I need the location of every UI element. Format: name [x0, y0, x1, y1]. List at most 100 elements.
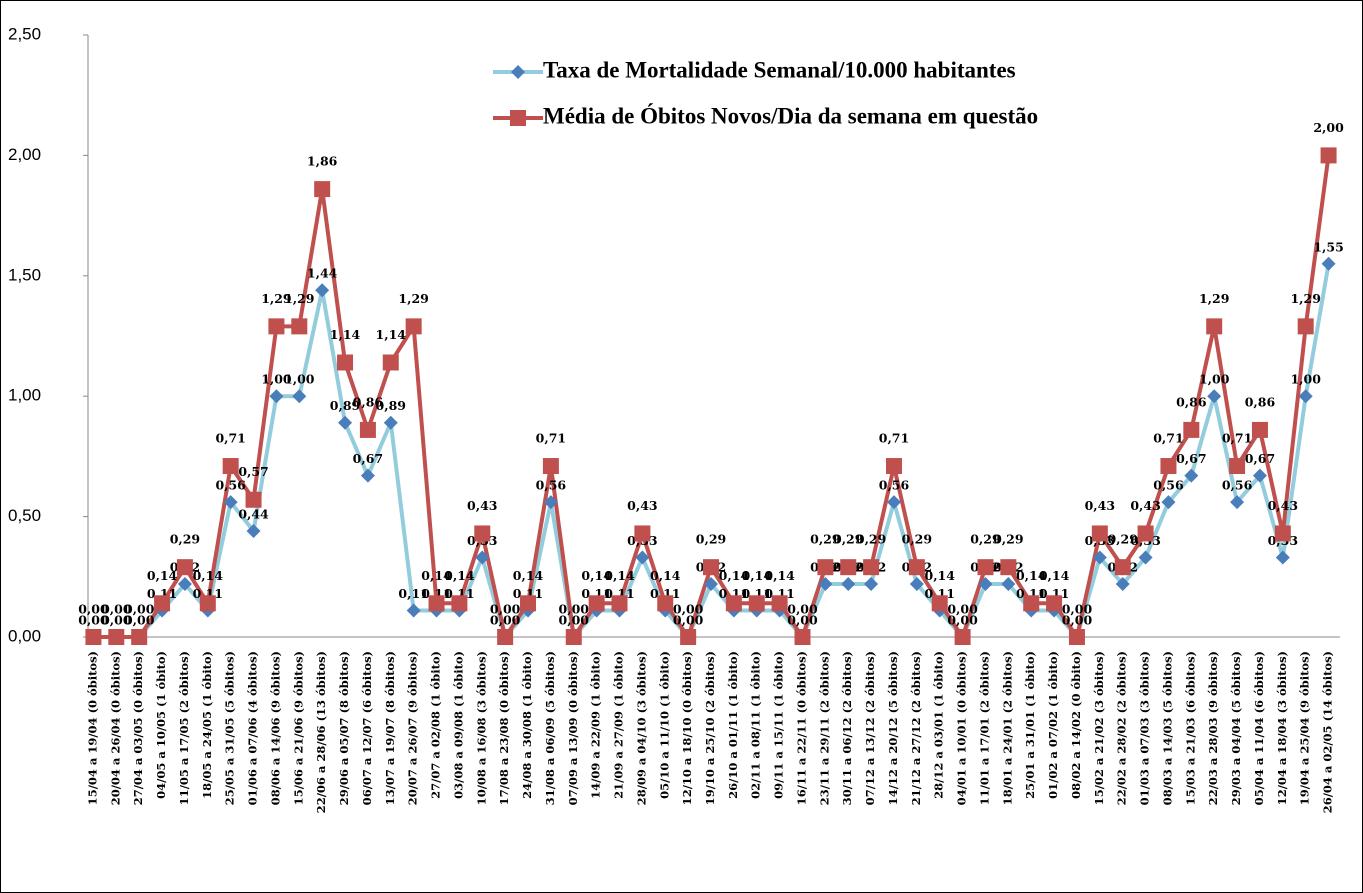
data-label: 0,29	[1107, 532, 1137, 547]
marker	[1137, 525, 1154, 542]
x-tick-label: 07/12 a 13/12 (2 óbitos)	[863, 651, 877, 805]
marker	[703, 559, 719, 576]
marker	[1092, 550, 1107, 565]
marker	[725, 595, 742, 612]
data-label: 0,00	[78, 613, 109, 628]
data-label: 0,43	[1268, 498, 1298, 513]
marker	[1206, 318, 1223, 335]
x-tick-label: 17/08 a 23/08 (0 óbitos)	[497, 651, 511, 805]
marker	[383, 415, 398, 430]
y-tick-label: 2,50	[8, 24, 41, 43]
marker	[1184, 468, 1199, 483]
marker	[817, 559, 834, 576]
x-tick-label: 05/10 a 11/10 (1 óbito)	[657, 651, 671, 799]
data-label: 0,14	[147, 568, 178, 583]
data-label: 0,00	[124, 613, 155, 628]
x-tick-label: 16/11 a 22/11 (0 óbitos)	[794, 651, 808, 805]
marker	[1229, 458, 1246, 475]
marker	[771, 595, 788, 612]
x-tick-label: 12/04 a 18/04 (3 óbitos)	[1275, 651, 1289, 805]
data-label: 0,11	[398, 586, 428, 601]
marker	[588, 595, 605, 612]
x-tick-label: 26/04 a 02/05 (14 óbitos)	[1321, 651, 1335, 813]
x-tick-label: 01/03 a 07/03 (3 óbitos)	[1138, 651, 1152, 805]
data-label: 0,00	[101, 602, 132, 617]
marker	[863, 559, 880, 576]
data-label: 0,29	[902, 532, 932, 547]
data-label: 0,14	[604, 568, 635, 583]
data-label: 1,14	[376, 327, 407, 342]
marker	[246, 524, 261, 539]
x-tick-label: 20/07 a 26/07 (9 óbitos)	[406, 651, 420, 805]
x-tick-label: 21/09 a 27/09 (1 óbito)	[612, 651, 626, 799]
data-label: 0,00	[101, 613, 132, 628]
x-tick-label: 08/06 a 14/06 (9 óbitos)	[268, 651, 282, 805]
x-tick-label: 30/11 a 06/12 (2 óbitos)	[840, 651, 854, 805]
data-label: 0,56	[1222, 478, 1253, 493]
marker	[909, 577, 924, 592]
x-tick-label: 24/08 a 30/08 (1 óbito)	[520, 651, 534, 799]
legend-label: Taxa de Mortalidade Semanal/10.000 habit…	[543, 57, 1016, 82]
marker	[1114, 559, 1131, 576]
x-tick-label: 25/05 a 31/05 (5 óbitos)	[223, 651, 237, 805]
x-tick-label: 26/10 a 01/11 (1 óbito)	[726, 651, 740, 799]
marker	[269, 389, 284, 404]
data-label: 0,43	[467, 498, 497, 513]
marker	[359, 421, 376, 438]
data-label: 0,00	[490, 602, 521, 617]
data-label: 0,57	[238, 464, 268, 479]
marker	[1207, 389, 1222, 404]
marker	[314, 181, 331, 198]
marker	[1320, 147, 1337, 164]
x-tick-label: 09/11 a 15/11 (1 óbito)	[772, 651, 786, 799]
data-label: 0,29	[810, 532, 840, 547]
marker	[1252, 468, 1267, 483]
data-label: 0,44	[238, 507, 269, 522]
data-label: 0,86	[1245, 394, 1276, 409]
data-label: 0,14	[581, 568, 612, 583]
y-tick-label: 0,50	[8, 506, 41, 525]
data-label: 0,56	[536, 478, 567, 493]
x-tick-label: 23/11 a 29/11 (2 óbitos)	[817, 651, 831, 805]
x-tick-label: 15/06 a 21/06 (9 óbitos)	[291, 651, 305, 805]
data-label: 1,00	[261, 372, 292, 387]
data-label: 0,29	[993, 532, 1023, 547]
marker	[338, 415, 353, 430]
data-label: 0,00	[559, 602, 590, 617]
data-label: 1,29	[261, 291, 291, 306]
marker	[978, 577, 993, 592]
data-label: 0,00	[78, 602, 109, 617]
data-label: 0,67	[1176, 451, 1206, 466]
marker	[680, 629, 697, 645]
data-label: 0,00	[673, 613, 704, 628]
x-tick-label: 22/02 a 28/02 (2 óbitos)	[1115, 651, 1129, 805]
data-label: 1,14	[330, 327, 361, 342]
data-label: 0,86	[1176, 394, 1207, 409]
data-label: 0,14	[764, 568, 795, 583]
marker	[657, 595, 674, 612]
data-label: 2,00	[1313, 120, 1344, 135]
x-tick-label: 04/05 a 10/05 (1 óbito)	[154, 651, 168, 799]
data-label: 1,44	[307, 266, 338, 281]
marker	[428, 595, 445, 612]
marker	[1230, 495, 1245, 510]
marker	[382, 354, 399, 371]
marker	[1160, 458, 1177, 475]
data-label: 0,89	[376, 398, 406, 413]
data-label: 0,14	[421, 568, 452, 583]
data-label: 1,00	[1199, 372, 1230, 387]
data-label: 0,00	[1062, 602, 1093, 617]
marker	[542, 458, 559, 475]
data-label: 0,67	[353, 451, 383, 466]
marker	[405, 318, 422, 335]
marker	[1274, 525, 1291, 542]
marker	[954, 629, 971, 645]
marker	[291, 318, 308, 335]
marker	[1251, 421, 1268, 438]
x-tick-label: 22/03 a 28/03 (9 óbitos)	[1206, 651, 1220, 805]
marker	[1000, 559, 1017, 576]
marker	[704, 577, 718, 592]
data-label: 1,00	[284, 372, 315, 387]
x-tick-label: 19/10 a 25/10 (2 óbitos)	[703, 651, 717, 805]
x-tick-label: 28/12 a 03/01 (1 óbito)	[932, 651, 946, 799]
